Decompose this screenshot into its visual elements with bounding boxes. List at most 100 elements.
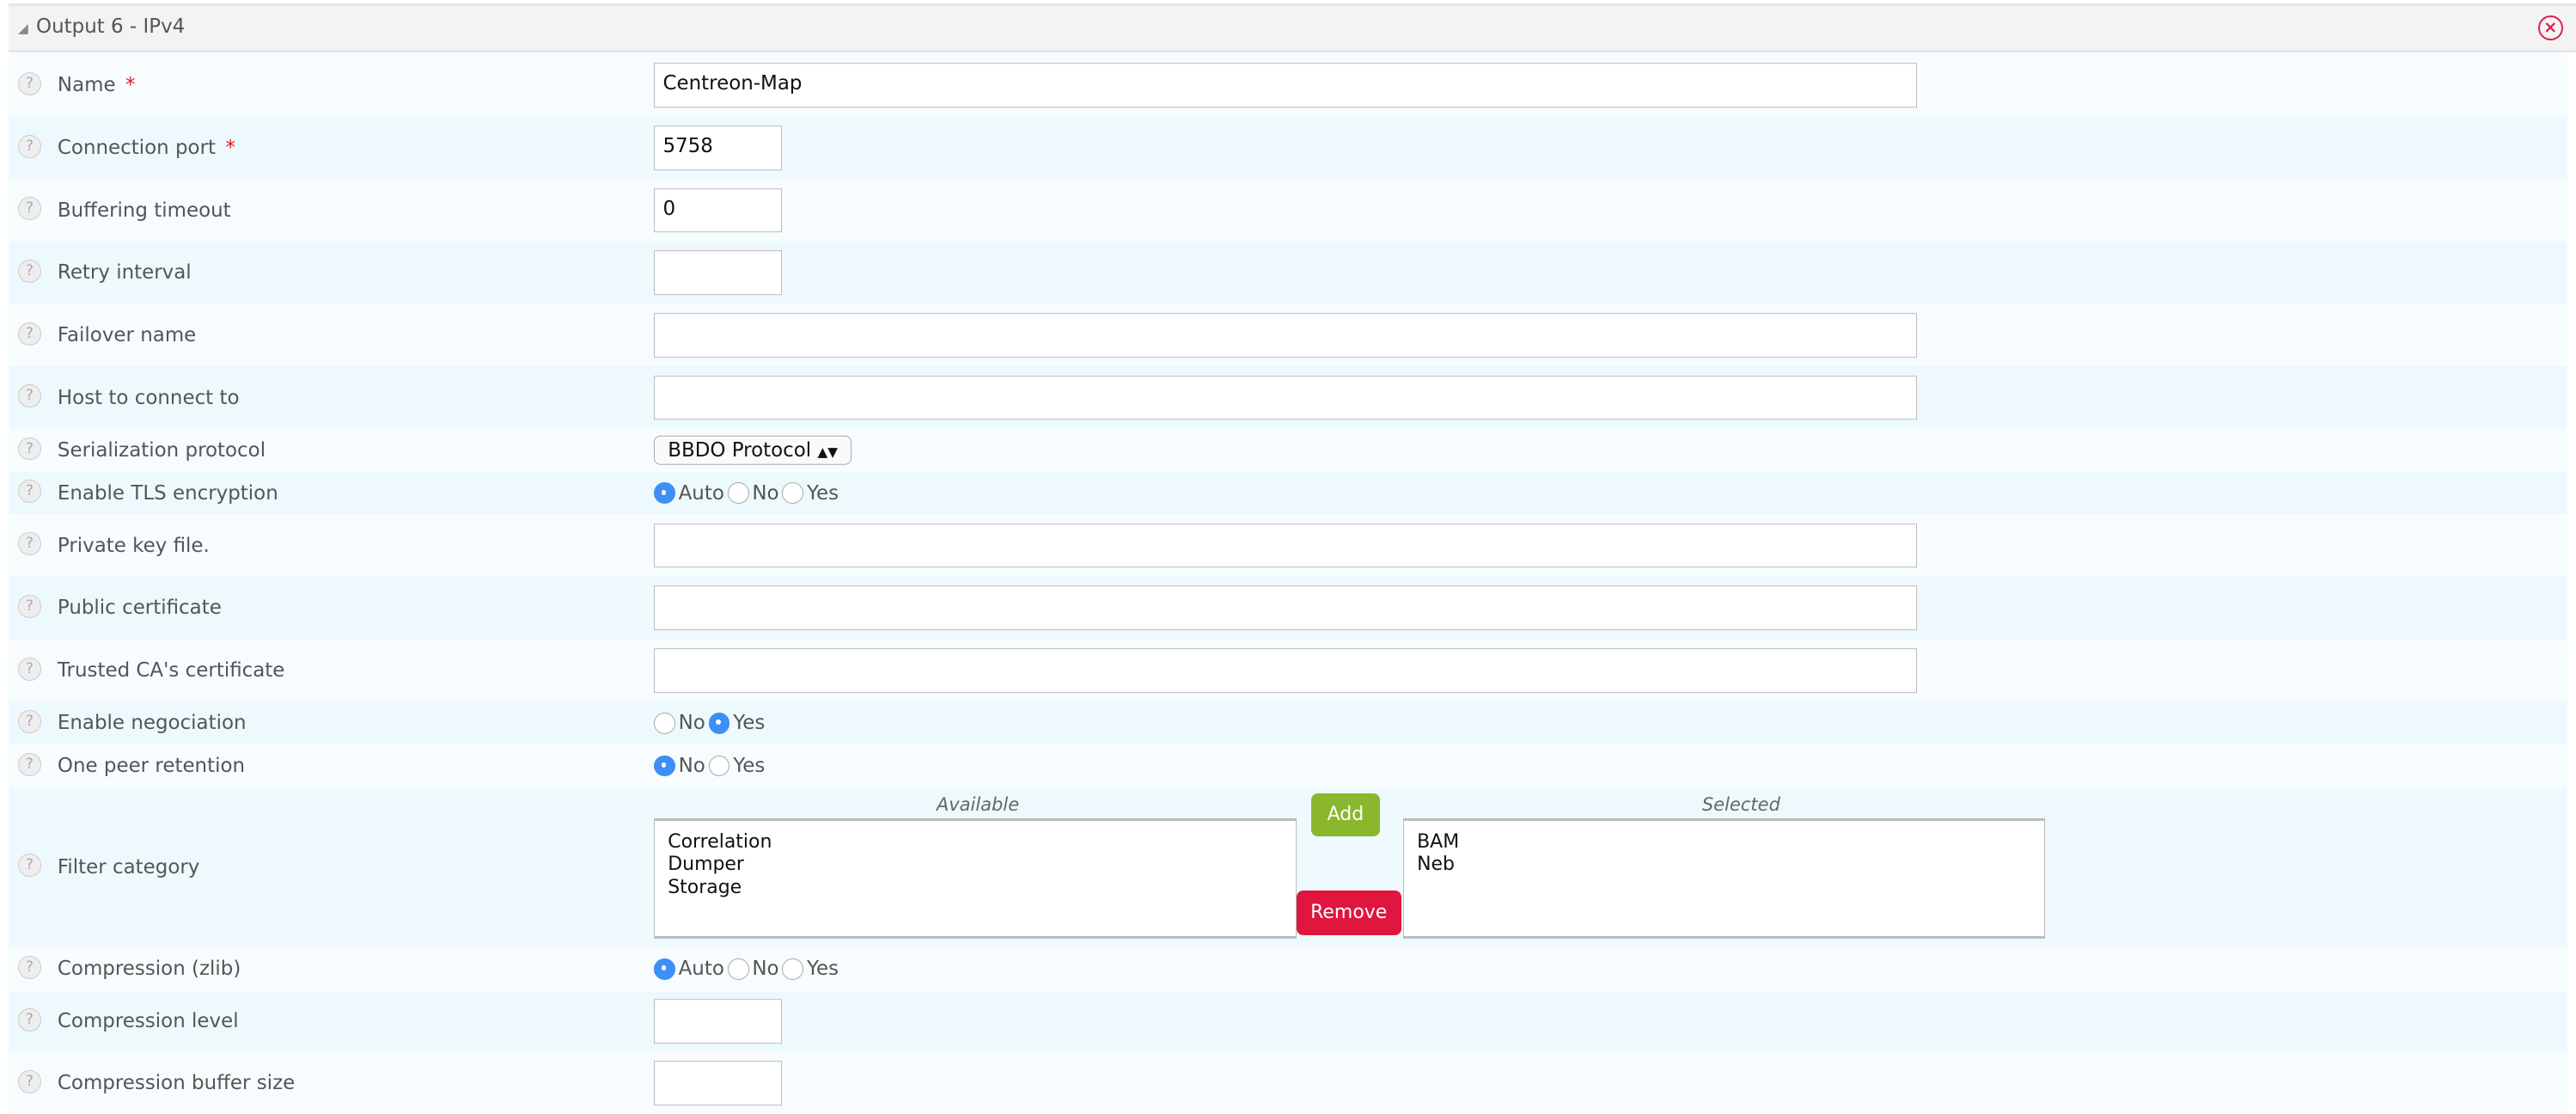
radio-label: Yes bbox=[807, 481, 839, 505]
field-label: Buffering timeout bbox=[57, 199, 231, 222]
buffering-timeout-input[interactable]: 0 bbox=[653, 187, 783, 233]
field-label: Enable negociation bbox=[57, 712, 247, 735]
field-label: Compression buffer size bbox=[57, 1071, 296, 1094]
selected-list[interactable]: BAM Neb bbox=[1402, 818, 2046, 939]
radio-label: No bbox=[752, 958, 779, 981]
field-label: Name bbox=[57, 74, 116, 97]
radio-label: Auto bbox=[678, 958, 724, 981]
radio-label: Yes bbox=[733, 712, 766, 735]
help-icon[interactable]: ? bbox=[18, 260, 41, 283]
field-label: Host to connect to bbox=[57, 386, 240, 409]
help-icon[interactable]: ? bbox=[18, 1008, 41, 1031]
help-icon[interactable]: ? bbox=[18, 595, 41, 618]
peer-retention-radio-group: No Yes bbox=[653, 754, 768, 777]
compression-auto-radio[interactable] bbox=[653, 958, 675, 980]
tls-no-radio[interactable] bbox=[727, 482, 749, 504]
remove-button[interactable]: Remove bbox=[1296, 891, 1401, 935]
help-icon[interactable]: ? bbox=[18, 532, 41, 556]
help-icon[interactable]: ? bbox=[18, 134, 41, 158]
help-icon[interactable]: ? bbox=[18, 437, 41, 461]
row-trusted-ca: ? Trusted CA's certificate bbox=[8, 639, 2568, 702]
radio-label: Auto bbox=[678, 481, 724, 505]
help-icon[interactable]: ? bbox=[18, 955, 41, 979]
row-buffering-timeout: ? Buffering timeout 0 bbox=[8, 179, 2568, 242]
row-failover-name: ? Failover name bbox=[8, 303, 2568, 367]
select-value: BBDO Protocol bbox=[668, 438, 812, 462]
list-item[interactable]: BAM bbox=[1417, 830, 1460, 853]
field-label: Compression level bbox=[57, 1010, 239, 1033]
selected-heading: Selected bbox=[1701, 793, 1780, 816]
row-peer-retention: ? One peer retention No Yes bbox=[8, 744, 2568, 787]
connection-port-input[interactable]: 5758 bbox=[653, 125, 783, 170]
row-compression: ? Compression (zlib) Auto No Yes bbox=[8, 946, 2568, 991]
field-label: Serialization protocol bbox=[57, 438, 266, 462]
row-host: ? Host to connect to bbox=[8, 366, 2568, 430]
serialization-select[interactable]: BBDO Protocol ▲▼ bbox=[653, 435, 852, 466]
row-negociation: ? Enable negociation No Yes bbox=[8, 701, 2568, 745]
triangle-down-icon[interactable]: ◢ bbox=[18, 21, 28, 37]
field-label: Compression (zlib) bbox=[57, 958, 241, 981]
field-label: Failover name bbox=[57, 324, 197, 347]
peer-retention-no-radio[interactable] bbox=[653, 755, 675, 777]
compression-yes-radio[interactable] bbox=[782, 958, 804, 980]
help-icon[interactable]: ? bbox=[18, 854, 41, 878]
available-list[interactable]: Correlation Dumper Storage bbox=[653, 818, 1297, 939]
private-key-input[interactable] bbox=[653, 523, 1918, 568]
row-filter-category: ? Filter category Available Correlation … bbox=[8, 787, 2568, 947]
help-icon[interactable]: ? bbox=[18, 709, 41, 733]
available-heading: Available bbox=[936, 793, 1020, 816]
row-compression-buffer: ? Compression buffer size bbox=[8, 1051, 2568, 1114]
radio-label: Yes bbox=[733, 754, 766, 777]
retry-interval-input[interactable] bbox=[653, 250, 783, 296]
compression-level-input[interactable] bbox=[653, 999, 783, 1044]
compression-buffer-input[interactable] bbox=[653, 1061, 783, 1105]
help-icon[interactable]: ? bbox=[18, 480, 41, 504]
row-connection-port: ? Connection port * 5758 bbox=[8, 116, 2568, 180]
trusted-ca-input[interactable] bbox=[653, 648, 1918, 693]
negociation-no-radio[interactable] bbox=[653, 712, 675, 734]
peer-retention-yes-radio[interactable] bbox=[708, 755, 730, 777]
select-arrows-icon: ▲▼ bbox=[817, 444, 838, 460]
help-icon[interactable]: ? bbox=[18, 1069, 41, 1093]
panel-title: Output 6 - IPv4 bbox=[36, 15, 186, 39]
panel-header[interactable]: ◢ Output 6 - IPv4 × bbox=[8, 3, 2576, 53]
row-tls: ? Enable TLS encryption Auto No Yes bbox=[8, 471, 2568, 515]
row-compression-level: ? Compression level bbox=[8, 990, 2568, 1052]
row-public-cert: ? Public certificate bbox=[8, 577, 2568, 640]
required-marker: * bbox=[225, 137, 235, 160]
help-icon[interactable]: ? bbox=[18, 197, 41, 221]
tls-yes-radio[interactable] bbox=[782, 482, 804, 504]
radio-label: No bbox=[678, 754, 705, 777]
list-item[interactable]: Neb bbox=[1417, 854, 1456, 876]
field-label: Filter category bbox=[57, 855, 200, 878]
row-serialization: ? Serialization protocol BBDO Protocol ▲… bbox=[8, 429, 2568, 472]
field-label: Trusted CA's certificate bbox=[57, 659, 285, 682]
field-label: Public certificate bbox=[57, 597, 222, 620]
field-label: One peer retention bbox=[57, 754, 246, 777]
add-button[interactable]: Add bbox=[1310, 793, 1381, 837]
name-input[interactable]: Centreon-Map bbox=[653, 63, 1918, 108]
field-label: Connection port bbox=[57, 137, 216, 160]
required-marker: * bbox=[125, 74, 136, 97]
help-icon[interactable]: ? bbox=[18, 72, 41, 95]
close-circle-icon[interactable]: × bbox=[2537, 15, 2563, 41]
help-icon[interactable]: ? bbox=[18, 321, 41, 346]
tls-auto-radio[interactable] bbox=[653, 482, 675, 504]
compression-no-radio[interactable] bbox=[727, 958, 749, 980]
help-icon[interactable]: ? bbox=[18, 384, 41, 408]
host-input[interactable] bbox=[653, 375, 1918, 420]
list-item[interactable]: Storage bbox=[668, 877, 742, 899]
negociation-radio-group: No Yes bbox=[653, 712, 768, 735]
public-cert-input[interactable] bbox=[653, 585, 1918, 631]
field-label: Retry interval bbox=[57, 261, 192, 285]
row-name: ? Name * Centreon-Map bbox=[8, 54, 2568, 117]
radio-label: Yes bbox=[807, 958, 839, 981]
row-private-key: ? Private key file. bbox=[8, 514, 2568, 578]
negociation-yes-radio[interactable] bbox=[708, 712, 730, 734]
help-icon[interactable]: ? bbox=[18, 752, 41, 776]
failover-name-input[interactable] bbox=[653, 313, 1918, 358]
list-item[interactable]: Dumper bbox=[668, 854, 744, 876]
list-item[interactable]: Correlation bbox=[668, 830, 772, 853]
help-icon[interactable]: ? bbox=[18, 657, 41, 681]
